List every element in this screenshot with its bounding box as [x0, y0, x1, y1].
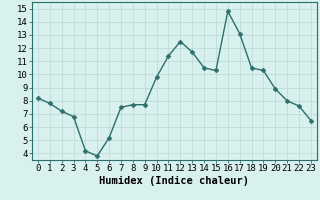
- X-axis label: Humidex (Indice chaleur): Humidex (Indice chaleur): [100, 176, 249, 186]
